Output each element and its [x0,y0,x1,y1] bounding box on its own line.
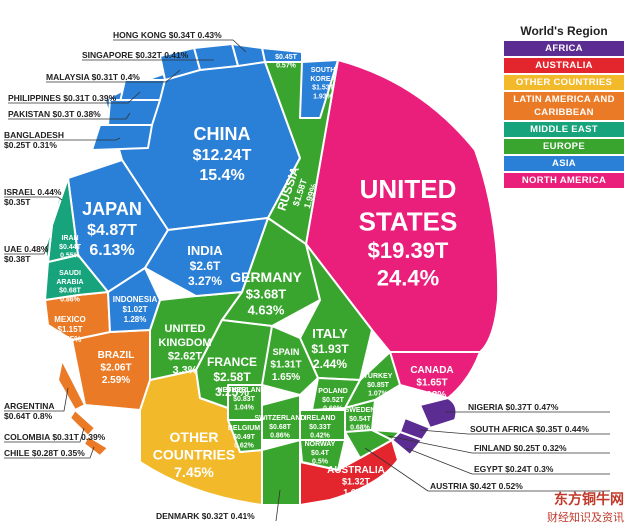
legend-item-north-america: NORTH AMERICA [504,173,624,188]
legend-item-africa: AFRICA [504,41,624,56]
legend-item-australia: AUSTRALIA [504,58,624,73]
leader-finland [387,435,473,454]
leader-chile [4,446,95,459]
label-australia: AUSTRALIA $1.32T 1.67% [327,465,385,498]
ext-label-hong-kong: HONG KONG $0.34T 0.43% [113,30,222,40]
leader-argentina [4,387,69,412]
cell-united-kingdom [149,291,243,381]
leader-bangladesh [4,137,121,141]
leader-israel [4,196,63,201]
leader-philippines [8,91,141,104]
ext-label-pakistan: PAKISTAN $0.3T 0.38% [8,109,101,119]
leader-denmark [275,489,281,522]
cell-nigeria [419,397,458,429]
ext-label-malaysia: MALAYSIA $0.31T 0.4% [46,72,140,82]
cell-philippines [119,79,166,103]
label-belgium: BELGIUM $0.49T 0.62% [228,425,260,450]
cell-bangladesh [91,124,153,151]
cell-uae [44,224,53,263]
label-norway: NORWAY $0.4T 0.5% [305,441,336,466]
legend-item-europe: EUROPE [504,139,624,154]
legend-item-other-countries: OTHER COUNTRIES [504,75,624,90]
legend-item-middle-east: MIDDLE EAST [504,122,624,137]
label-canada: CANADA $1.65T 2.08% [410,365,453,401]
leader-colombia [4,427,85,443]
ext-label-south-africa: SOUTH AFRICA $0.35T 0.44% [470,424,589,434]
label-france: FRANCE $2.58T 3.25% [207,355,257,399]
ext-label-austria: AUSTRIA $0.42T 0.52% [430,481,523,491]
label-germany: GERMANY $3.68T 4.63% [230,269,302,318]
label-switzerland: SWITZERLAND $0.68T 0.86% [255,415,306,440]
ext-label-uae: UAE 0.48% $0.38T [4,244,49,264]
watermark: 东方铜牛网 财经知识及资讯 [547,489,624,525]
cell-pakistan [107,99,161,126]
leader-hong-kong [113,39,247,53]
label-south-korea: SOUTH KOREA $1.53T 1.93% [310,67,335,100]
label-united-states: UNITED STATES $19.39T 24.4% [359,174,458,291]
ext-label-nigeria: NIGERIA $0.37T 0.47% [468,402,559,412]
ext-label-colombia: COLOMBIA $0.31T 0.39% [4,432,106,442]
cell-indonesia [107,267,161,333]
cell-spain [261,325,319,396]
legend: World's Region AFRICA AUSTRALIA OTHER COUN… [504,24,624,190]
leader-austria [364,447,429,492]
leader-uae [4,243,49,255]
cell-singapore [193,43,239,71]
ext-label-denmark: DENMARK $0.32T 0.41% [156,511,255,521]
cell-india [144,217,269,297]
label-thailand: THAILAND $0.45T 0.57% [268,45,304,70]
label-iran: IRAN $0.44T 0.55% [59,235,82,260]
ext-label-bangladesh: BANGLADESH $0.25T 0.31% [4,130,64,150]
ext-label-chile: CHILE $0.28T 0.35% [4,448,85,458]
cell-poland [311,377,361,411]
label-china: CHINA $12.24T 15.4% [193,124,252,184]
label-indonesia: INDONESIA $1.02T 1.28% [113,295,158,324]
leader-egypt [405,447,473,475]
label-sweden: SWEDEN $0.54T 0.68% [345,407,376,432]
ext-label-philippines: PHILIPPINES $0.31T 0.39% [8,93,117,103]
cell-ireland [299,409,346,441]
label-other-countries: OTHER COUNTRIES 7.45% [153,429,235,480]
label-turkey: TURKEY $0.85T 1.07% [364,373,393,398]
legend-item-asia: ASIA [504,156,624,171]
ext-label-argentina: ARGENTINA $0.64T 0.8% [4,401,55,421]
cell-united-states [305,59,500,353]
label-mexico: MEXICO $1.15T 1.45% [54,315,86,344]
label-united-kingdom: UNITED KINGDOM $2.62T 3.3% [158,323,211,376]
ext-label-finland: FINLAND $0.25T 0.32% [474,443,567,453]
leader-malaysia [46,69,181,83]
label-saudi-arabia: SAUDI ARABIA $0.68T 0.86% [56,270,83,303]
ext-label-israel: ISRAEL 0.44% $0.35T [4,187,62,207]
label-brazil: BRAZIL $2.06T 2.59% [98,350,135,386]
legend-title: World's Region [520,24,608,38]
label-japan: JAPAN $4.87T 6.13% [82,199,142,259]
leader-south-africa [419,429,469,435]
cell-chile [83,435,109,457]
label-italy: ITALY $1.93T 2.44% [311,326,349,371]
cell-south-korea [299,59,339,119]
legend-item-latin-america-and-caribbean: LATIN AMERICA AND CARIBBEAN [504,92,624,120]
watermark-title: 东方铜牛网 [554,491,624,507]
ext-label-singapore: SINGAPORE $0.32T 0.41% [82,50,189,60]
cell-malaysia [159,47,201,81]
cell-egypt [391,431,423,456]
cell-denmark [261,439,301,506]
ext-label-egypt: EGYPT $0.24T 0.3% [474,464,554,474]
watermark-subtitle: 财经知识及资讯 [547,512,624,524]
leader-pakistan [8,112,131,120]
label-netherlands: NETHERLANDS $0.83T 1.04% [218,387,271,412]
label-ireland: IRELAND $0.33T 0.42% [304,415,335,440]
label-spain: SPAIN $1.31T 1.65% [270,347,301,383]
label-poland: POLAND $0.52T 0.66% [318,388,348,413]
label-india: INDIA $2.6T 3.27% [187,243,223,288]
cell-israel [51,177,69,226]
